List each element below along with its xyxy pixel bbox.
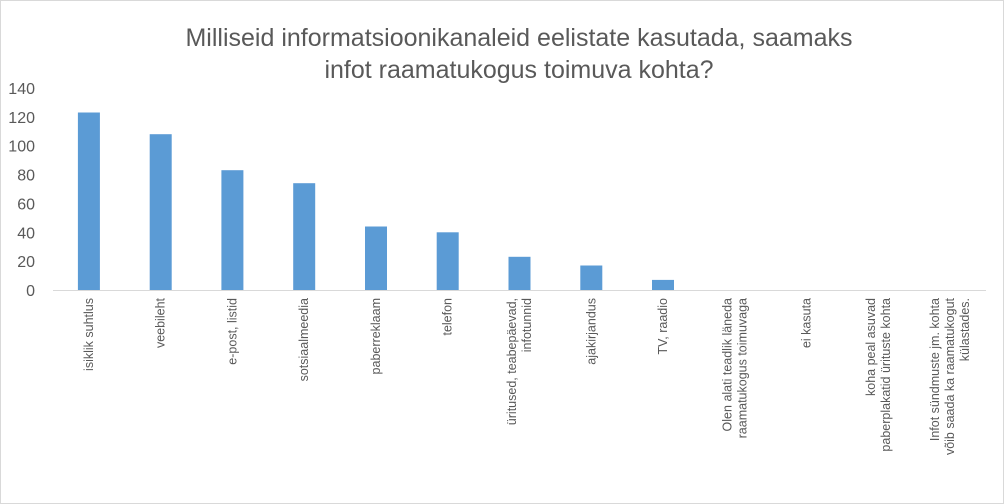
x-category-label-line: paberplakatid ürituste kohta [879, 298, 893, 452]
x-category-label-line: paberreklaam [369, 298, 383, 374]
bar [149, 134, 172, 290]
x-category-label: Olen alati teadlik läneda raamatukogus to… [720, 298, 749, 438]
bar [652, 279, 674, 290]
bar [365, 226, 387, 290]
x-category-label-line: Infot sündmuste jm. kohta [928, 298, 942, 441]
bar [436, 232, 459, 290]
bar [580, 265, 603, 290]
bar [77, 112, 100, 290]
chart-title: Milliseid informatsioonikanaleid eelista… [185, 24, 852, 84]
x-category-label: telefon [441, 298, 455, 336]
x-category-label: ei kasuta [800, 298, 814, 348]
bar [221, 170, 244, 290]
bar [293, 183, 316, 290]
x-category-label-line: telefon [441, 298, 455, 336]
y-axis-ticks: 0 20 40 60 80 100 120 140 [8, 81, 35, 300]
x-category-label: isiklik suhtlus [82, 298, 96, 371]
y-tick-label: 20 [17, 254, 35, 271]
x-category-label-line: infotunnid [520, 298, 534, 352]
chart-title-line-0: Milliseid informatsioonikanaleid eelista… [185, 24, 852, 52]
x-category-label: ajakirjandus [584, 298, 598, 365]
y-tick-label: 60 [17, 196, 35, 213]
x-category-label: sotsiaalmeedia [297, 298, 311, 381]
x-category-label-line: ei kasuta [800, 298, 814, 348]
x-category-label-line: Olen alati teadlik läneda [720, 298, 734, 431]
y-tick-label: 120 [8, 110, 35, 127]
x-category-label-line: isiklik suhtlus [82, 298, 96, 371]
x-category-label-line: külastades. [958, 298, 972, 361]
x-category-label: paberreklaam [369, 298, 383, 374]
x-category-label-line: ajakirjandus [584, 298, 598, 365]
x-category-label-line: sotsiaalmeedia [297, 298, 311, 381]
x-category-label-line: üritused, teabepäevad, [505, 298, 519, 425]
bar [508, 256, 531, 290]
x-category-label-line: võib saada ka raamatukogut [943, 297, 957, 455]
x-category-label: TV, raadio [656, 298, 670, 355]
x-category-label: e-post, listid [225, 298, 239, 365]
x-category-label-line: veebileht [154, 297, 168, 348]
y-tick-label: 140 [8, 81, 35, 98]
x-category-label: üritused, teabepäevad, infotunnid [505, 298, 534, 425]
x-category-label: koha peal asuvad paberplakatid ürituste k… [864, 298, 893, 452]
bars [77, 112, 674, 290]
y-tick-label: 100 [8, 139, 35, 156]
x-axis-categories: isiklik suhtlus veebileht e-post, listid so… [82, 297, 972, 455]
y-tick-label: 40 [17, 225, 35, 242]
x-category-label: veebileht [154, 297, 168, 348]
y-tick-label: 80 [17, 168, 35, 185]
chart-title-line-1: infot raamatukogus toimuva kohta? [324, 56, 713, 84]
x-category-label-line: e-post, listid [225, 298, 239, 365]
x-category-label-line: raamatukogus toimuvaga [735, 298, 749, 438]
x-category-label-line: TV, raadio [656, 298, 670, 355]
x-category-label: Infot sündmuste jm. kohta võib saada ka r… [928, 297, 972, 455]
y-tick-label: 0 [26, 283, 35, 300]
x-category-label-line: koha peal asuvad [864, 298, 878, 396]
